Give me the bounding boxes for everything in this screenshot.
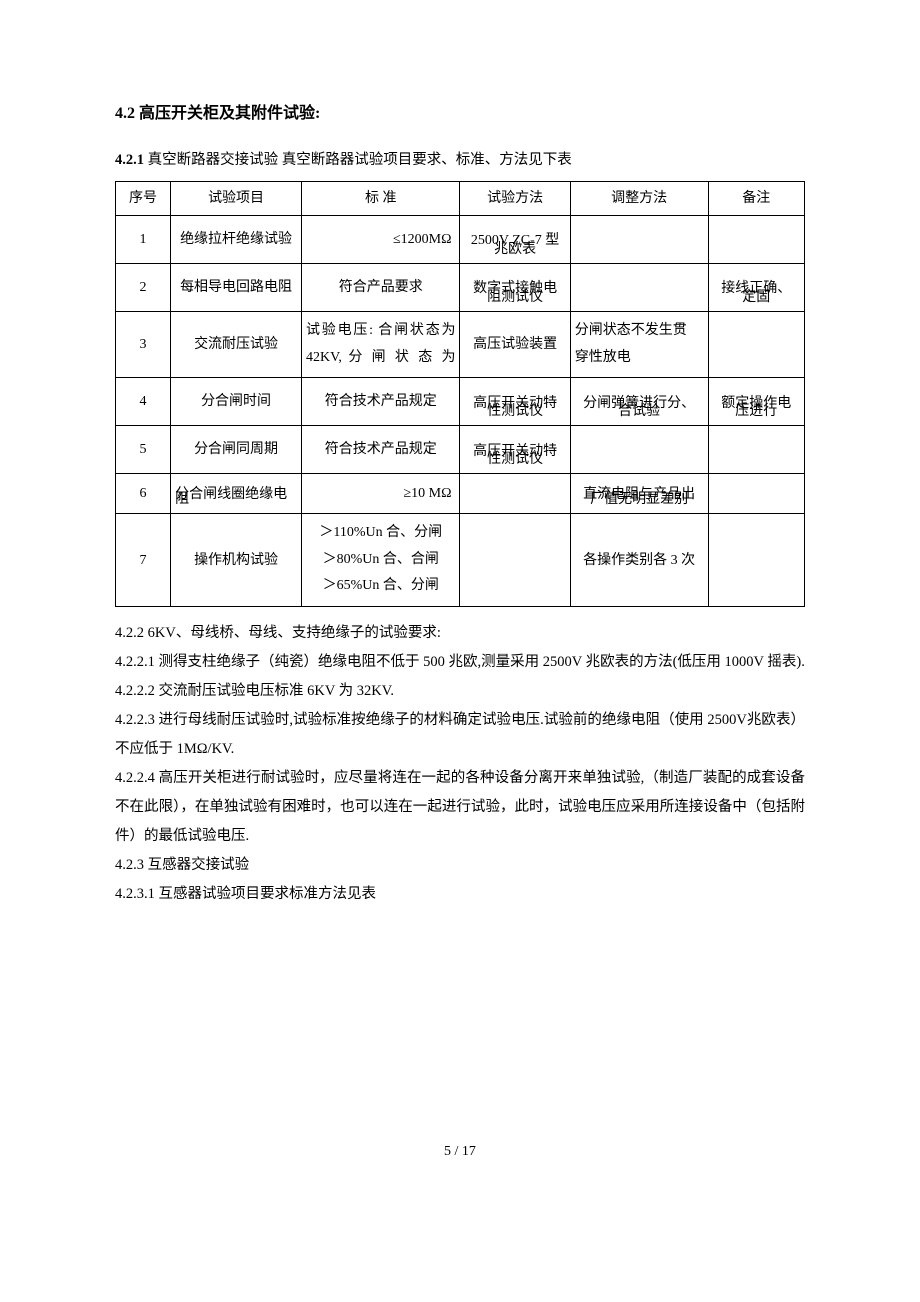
table-row: 2 每相导电回路电阻 符合产品要求 数字式接触电 阻测试仪 接线正确、 定固 <box>116 264 805 312</box>
cell-seq: 3 <box>116 312 171 378</box>
subsection-4-2-1: 4.2.1 真空断路器交接试验 真空断路器试验项目要求、标准、方法见下表 <box>115 147 805 173</box>
table-row: 1 绝缘拉杆绝缘试验 ≤1200MΩ 2500V ZC-7 型 兆欧表 <box>116 216 805 264</box>
cell-seq: 2 <box>116 264 171 312</box>
cell-std: 符合技术产品规定 <box>302 378 460 426</box>
cell-note-clip: 定固 <box>709 285 804 311</box>
table-row: 3 交流耐压试验 试验电压: 合闸状态为 42KV, 分 闸 状 态 为 高压试… <box>116 312 805 378</box>
cell-method <box>460 474 570 514</box>
cell-std: ≤1200MΩ <box>302 216 460 264</box>
cell-note-clip: 压进行 <box>709 399 804 425</box>
cell-adjust <box>570 426 708 474</box>
cell-note: 额定操作电 压进行 <box>708 378 804 426</box>
section-heading: 4.2 高压开关柜及其附件试验: <box>115 100 805 129</box>
cell-method-clip: 性测试仪 <box>460 447 569 473</box>
sub421-text: 真空断路器交接试验 真空断路器试验项目要求、标准、方法见下表 <box>144 152 572 168</box>
cell-method: 高压试验装置 <box>460 312 570 378</box>
cell-method: 高压开关动特 性测试仪 <box>460 426 570 474</box>
table-row: 7 操作机构试验 ＞110%Un 合、分闸 ＞80%Un 合、合闸 ＞65%Un… <box>116 514 805 607</box>
th-note: 备注 <box>708 181 804 215</box>
cell-method-clip: 性测试仪 <box>460 399 569 425</box>
cell-note <box>708 216 804 264</box>
cell-note <box>708 426 804 474</box>
cell-note <box>708 474 804 514</box>
cell-item: 分合闸同周期 <box>171 426 302 474</box>
table-header-row: 序号 试验项目 标 准 试验方法 调整方法 备注 <box>116 181 805 215</box>
para-4-2-2-2: 4.2.2.2 交流耐压试验电压标准 6KV 为 32KV. <box>115 677 805 706</box>
cell-std: 符合产品要求 <box>302 264 460 312</box>
cell-std-l1: ＞110%Un 合、分闸 <box>306 520 455 547</box>
th-seq: 序号 <box>116 181 171 215</box>
cell-std-l1: 试验电压: 合闸状态为 <box>306 318 455 345</box>
para-4-2-2-1: 4.2.2.1 测得支柱绝缘子（纯瓷）绝缘电阻不低于 500 兆欧,测量采用 2… <box>115 648 805 677</box>
cell-adjust <box>570 216 708 264</box>
para-4-2-2-3: 4.2.2.3 进行母线耐压试验时,试验标准按绝缘子的材料确定试验电压.试验前的… <box>115 706 805 764</box>
cell-adjust-clip: 厂值无明显差别 <box>571 487 708 513</box>
cell-item: 交流耐压试验 <box>171 312 302 378</box>
cell-std-l2: 42KV, 分 闸 状 态 为 <box>306 345 455 372</box>
table-row: 4 分合闸时间 符合技术产品规定 高压开关动特 性测试仪 分闸弹簧进行分、 合试… <box>116 378 805 426</box>
cell-adjust: 分闸弹簧进行分、 合试验 <box>570 378 708 426</box>
cell-item-clip: 阻 <box>171 487 301 513</box>
cell-std-l2: ＞80%Un 合、合闸 <box>306 547 455 574</box>
cell-seq: 4 <box>116 378 171 426</box>
cell-adjust: 直流电阻与产品出 厂值无明显差别 <box>570 474 708 514</box>
cell-seq: 6 <box>116 474 171 514</box>
cell-adjust: 分闸状态不发生贯 穿性放电 <box>570 312 708 378</box>
th-item: 试验项目 <box>171 181 302 215</box>
cell-adjust-l1: 分闸状态不发生贯 <box>575 318 704 345</box>
cell-note <box>708 514 804 607</box>
cell-item: 操作机构试验 <box>171 514 302 607</box>
cell-std-l3: ＞65%Un 合、分闸 <box>306 573 455 600</box>
sub421-number: 4.2.1 <box>115 152 144 168</box>
cell-method: 高压开关动特 性测试仪 <box>460 378 570 426</box>
cell-method <box>460 514 570 607</box>
cell-adjust-clip: 合试验 <box>571 399 708 425</box>
cell-seq: 5 <box>116 426 171 474</box>
table-row: 5 分合闸同周期 符合技术产品规定 高压开关动特 性测试仪 <box>116 426 805 474</box>
cell-std: ＞110%Un 合、分闸 ＞80%Un 合、合闸 ＞65%Un 合、分闸 <box>302 514 460 607</box>
th-method: 试验方法 <box>460 181 570 215</box>
cell-item: 绝缘拉杆绝缘试验 <box>171 216 302 264</box>
cell-item: 分合闸线圈绝缘电 阻 <box>171 474 302 514</box>
para-4-2-2-4: 4.2.2.4 高压开关柜进行耐试验时，应尽量将连在一起的各种设备分离开来单独试… <box>115 764 805 851</box>
page-number: 5 / 17 <box>115 1139 805 1164</box>
cell-adjust <box>570 264 708 312</box>
th-std: 标 准 <box>302 181 460 215</box>
cell-seq: 7 <box>116 514 171 607</box>
cell-method-clip: 兆欧表 <box>460 237 569 263</box>
cell-method: 数字式接触电 阻测试仪 <box>460 264 570 312</box>
para-4-2-3-1: 4.2.3.1 互感器试验项目要求标准方法见表 <box>115 880 805 909</box>
cell-std: 试验电压: 合闸状态为 42KV, 分 闸 状 态 为 <box>302 312 460 378</box>
cell-seq: 1 <box>116 216 171 264</box>
test-requirements-table: 序号 试验项目 标 准 试验方法 调整方法 备注 1 绝缘拉杆绝缘试验 ≤120… <box>115 181 805 607</box>
para-4-2-3: 4.2.3 互感器交接试验 <box>115 851 805 880</box>
cell-method: 2500V ZC-7 型 兆欧表 <box>460 216 570 264</box>
cell-std: 符合技术产品规定 <box>302 426 460 474</box>
para-4-2-2: 4.2.2 6KV、母线桥、母线、支持绝缘子的试验要求: <box>115 619 805 648</box>
cell-item: 分合闸时间 <box>171 378 302 426</box>
table-row: 6 分合闸线圈绝缘电 阻 ≥10 MΩ 直流电阻与产品出 厂值无明显差别 <box>116 474 805 514</box>
cell-note: 接线正确、 定固 <box>708 264 804 312</box>
cell-adjust-l2: 穿性放电 <box>575 345 704 372</box>
cell-std: ≥10 MΩ <box>302 474 460 514</box>
cell-method-clip: 阻测试仪 <box>460 285 569 311</box>
cell-note <box>708 312 804 378</box>
th-adjust: 调整方法 <box>570 181 708 215</box>
cell-adjust: 各操作类别各 3 次 <box>570 514 708 607</box>
cell-item: 每相导电回路电阻 <box>171 264 302 312</box>
